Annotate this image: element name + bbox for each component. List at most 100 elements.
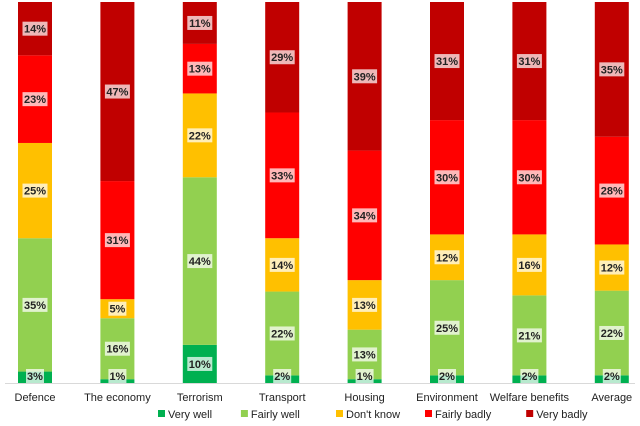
- category-label-terrorism: Terrorism: [177, 392, 223, 404]
- data-label-bg: [104, 233, 130, 248]
- legend: Very well Fairly well Don't know Fairly bad…: [158, 409, 588, 421]
- data-label-bg: [108, 301, 127, 316]
- data-label-bg: [434, 320, 460, 335]
- data-label-welfare-benefits-very-well: 2%: [521, 371, 537, 383]
- data-label-welfare-benefits-don-t-know: 16%: [518, 260, 540, 272]
- data-label-bg: [438, 369, 456, 383]
- data-label-bg: [352, 347, 378, 362]
- data-label-defence-fairly-badly: 23%: [24, 94, 46, 106]
- data-label-bg: [434, 250, 460, 265]
- data-label-defence-very-badly: 14%: [24, 24, 46, 36]
- data-label-bg: [602, 369, 621, 383]
- legend-swatch-fairly-well: [240, 410, 248, 417]
- data-label-bg: [22, 183, 48, 198]
- legend-label-don-t-know: Don't know: [346, 409, 400, 421]
- data-label-bg: [104, 341, 130, 356]
- data-label-bg: [269, 257, 295, 272]
- data-label-the-economy-fairly-well: 16%: [106, 344, 128, 356]
- data-label-bg: [269, 168, 295, 183]
- category-label-the-economy: The economy: [84, 392, 151, 404]
- data-label-bg: [273, 369, 292, 383]
- data-label-average-fairly-well: 22%: [601, 328, 623, 340]
- data-label-bg: [352, 69, 378, 84]
- data-label-transport-fairly-well: 22%: [271, 328, 293, 340]
- data-label-defence-fairly-well: 35%: [24, 300, 46, 312]
- data-label-bg: [22, 297, 48, 312]
- category-label-defence: Defence: [15, 392, 56, 404]
- data-label-the-economy-very-badly: 47%: [106, 87, 128, 99]
- data-label-bg: [355, 369, 374, 383]
- data-labels-layer: 3% 35% 25% 23% 14% 1% 16% 5% 31% 47% 10% 44% 22% 13% 1…: [22, 15, 625, 383]
- data-label-defence-very-well: 3%: [27, 371, 43, 383]
- legend-swatch-don-t-know: [336, 410, 343, 417]
- category-label-housing: Housing: [344, 392, 384, 404]
- category-label-environment: Environment: [416, 392, 478, 404]
- data-label-bg: [22, 21, 48, 36]
- data-label-environment-don-t-know: 12%: [436, 252, 458, 264]
- data-label-bg: [434, 170, 460, 185]
- data-label-defence-don-t-know: 25%: [24, 186, 46, 198]
- data-label-welfare-benefits-fairly-well: 21%: [518, 330, 540, 342]
- category-labels: Defence The economy Terrorism Transport Hous…: [15, 392, 633, 404]
- data-label-environment-very-badly: 31%: [436, 56, 458, 68]
- data-label-bg: [520, 369, 539, 383]
- data-label-housing-don-t-know: 13%: [354, 300, 376, 312]
- data-label-bg: [352, 208, 378, 223]
- data-label-bg: [269, 50, 295, 65]
- data-label-environment-fairly-badly: 30%: [436, 172, 458, 184]
- data-label-bg: [187, 356, 213, 371]
- data-label-terrorism-very-badly: 11%: [189, 18, 211, 30]
- data-label-bg: [516, 328, 542, 343]
- data-label-environment-very-well: 2%: [439, 371, 455, 383]
- data-label-the-economy-fairly-badly: 31%: [106, 235, 128, 247]
- data-label-transport-don-t-know: 14%: [271, 260, 293, 272]
- legend-swatch-fairly-badly: [425, 410, 432, 417]
- category-label-average: Average: [591, 392, 632, 404]
- data-label-bg: [516, 54, 542, 69]
- data-label-housing-fairly-well: 13%: [354, 349, 376, 361]
- data-label-average-don-t-know: 12%: [601, 263, 623, 275]
- data-label-the-economy-don-t-know: 5%: [109, 304, 125, 316]
- data-label-housing-very-well: 1%: [357, 371, 373, 383]
- data-label-terrorism-fairly-well: 44%: [189, 256, 211, 268]
- data-label-bg: [599, 260, 625, 275]
- data-label-average-fairly-badly: 28%: [601, 186, 623, 198]
- category-label-welfare-benefits: Welfare benefits: [490, 392, 570, 404]
- data-label-welfare-benefits-fairly-badly: 30%: [518, 172, 540, 184]
- data-label-bg: [599, 325, 625, 340]
- data-label-housing-very-badly: 39%: [354, 71, 376, 83]
- data-label-bg: [26, 369, 44, 383]
- legend-label-fairly-well: Fairly well: [251, 409, 300, 421]
- data-label-transport-very-well: 2%: [274, 371, 290, 383]
- data-label-average-very-well: 2%: [604, 371, 620, 383]
- data-label-the-economy-very-well: 1%: [109, 371, 125, 383]
- legend-label-very-well: Very well: [168, 409, 212, 421]
- data-label-bg: [187, 61, 213, 76]
- data-label-welfare-benefits-very-badly: 31%: [518, 56, 540, 68]
- legend-swatch-very-well: [158, 410, 165, 417]
- data-label-bg: [22, 92, 48, 107]
- data-label-terrorism-very-well: 10%: [189, 359, 211, 371]
- data-label-terrorism-don-t-know: 22%: [189, 130, 211, 142]
- legend-label-very-badly: Very badly: [536, 409, 588, 421]
- data-label-average-very-badly: 35%: [601, 64, 623, 76]
- data-label-housing-fairly-badly: 34%: [354, 210, 376, 222]
- data-label-bg: [269, 326, 295, 341]
- data-label-transport-fairly-badly: 33%: [271, 170, 293, 182]
- data-label-bg: [104, 84, 130, 99]
- data-label-environment-fairly-well: 25%: [436, 323, 458, 335]
- legend-label-fairly-badly: Fairly badly: [435, 409, 492, 421]
- data-label-bg: [599, 183, 625, 198]
- data-label-bg: [352, 297, 378, 312]
- data-label-bg: [516, 170, 542, 185]
- data-label-bg: [187, 128, 213, 143]
- category-label-transport: Transport: [259, 392, 306, 404]
- data-label-bg: [434, 54, 460, 69]
- legend-swatch-very-badly: [526, 410, 534, 417]
- data-label-bg: [599, 62, 625, 77]
- data-label-bg: [187, 15, 213, 30]
- data-label-terrorism-fairly-badly: 13%: [189, 64, 211, 76]
- data-label-transport-very-badly: 29%: [271, 52, 293, 64]
- data-label-bg: [108, 369, 127, 383]
